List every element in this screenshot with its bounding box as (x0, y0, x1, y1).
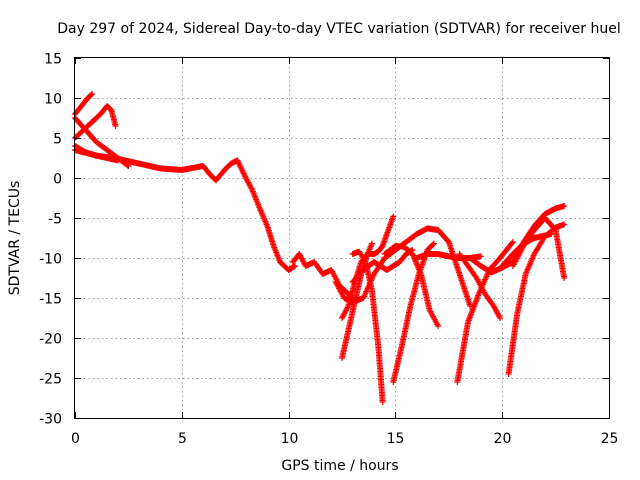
data-point (548, 231, 555, 237)
data-point (561, 203, 568, 209)
series-track-n (390, 240, 437, 385)
x-tick-label: 5 (178, 431, 187, 447)
data-point (368, 240, 375, 247)
data-point (378, 244, 385, 251)
data-point (89, 91, 96, 97)
series-track-o (413, 251, 484, 261)
x-tick-label: 25 (601, 431, 619, 447)
y-axis-label: SDTVAR / TECUs (7, 181, 23, 296)
series-track-b (72, 103, 119, 141)
series-track-u (499, 231, 555, 269)
data-point (561, 275, 568, 281)
y-tick-label: -30 (39, 412, 62, 428)
chart-title: Day 297 of 2024, Sidereal Day-to-day VTE… (57, 21, 620, 37)
data-point (88, 91, 95, 98)
series-track-e (72, 147, 299, 273)
data-point (430, 240, 437, 247)
y-tick-label: -20 (39, 332, 62, 348)
y-tick-label: 15 (44, 52, 62, 68)
y-tick-label: 0 (53, 172, 62, 188)
series-track-r (456, 251, 504, 321)
y-tick-label: -25 (39, 372, 62, 388)
data-point (292, 263, 299, 269)
x-tick-label: 10 (281, 431, 299, 447)
y-tick-label: 10 (44, 92, 62, 108)
data-point (390, 213, 397, 220)
x-tick-label: 0 (71, 431, 80, 447)
data-point (435, 323, 442, 329)
data-point (112, 123, 119, 129)
data-points (72, 91, 568, 405)
series-track-k (349, 248, 386, 405)
data-point (379, 399, 386, 405)
y-tick-label: 5 (53, 132, 62, 148)
y-tick-label: -15 (39, 292, 62, 308)
x-tick-label: 20 (494, 431, 512, 447)
y-tick-label: -5 (48, 212, 62, 228)
x-axis-label: GPS time / hours (281, 458, 398, 474)
data-point (561, 221, 568, 228)
series-track-a (72, 91, 96, 117)
data-point (497, 315, 504, 321)
x-tick-label: 15 (387, 431, 405, 447)
data-point (429, 241, 436, 248)
series-track-q (467, 203, 568, 276)
data-point (509, 239, 516, 245)
plot-frame (74, 57, 610, 419)
axis-ticks: 0 5 10 15 20 25 -30 -25 -20 -15 -10 -5 0 5 10 15 (39, 52, 618, 448)
series-track-s (505, 221, 568, 377)
data-point (477, 253, 484, 260)
data-point (508, 240, 515, 247)
y-tick-label: -10 (39, 252, 62, 268)
